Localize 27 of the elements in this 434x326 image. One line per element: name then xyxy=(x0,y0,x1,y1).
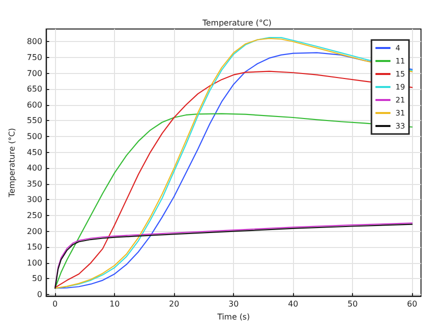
x-tick-label: 50 xyxy=(347,300,358,309)
y-tick-label: 650 xyxy=(26,84,42,94)
x-tick-label: 30 xyxy=(228,300,239,309)
y-tick-label: 700 xyxy=(26,68,42,78)
y-tick-label: 200 xyxy=(26,226,42,236)
x-tick-label: 20 xyxy=(168,300,180,309)
y-tick-label: 800 xyxy=(26,37,42,46)
y-tick-label: 0 xyxy=(37,290,42,300)
y-tick-label: 550 xyxy=(26,116,42,126)
y-tick-label: 600 xyxy=(26,100,42,110)
x-tick-label: 60 xyxy=(406,300,418,309)
x-tick-label: 10 xyxy=(109,300,120,309)
y-tick-label: 250 xyxy=(26,210,42,220)
x-axis-title: Time (s) xyxy=(216,312,250,322)
y-tick-label: 400 xyxy=(26,164,42,173)
y-tick-label: 500 xyxy=(26,132,42,141)
chart-title: Temperature (°C) xyxy=(201,18,272,28)
y-tick-label: 50 xyxy=(32,274,42,284)
y-tick-label: 750 xyxy=(26,52,42,62)
x-tick-label: 40 xyxy=(288,300,298,309)
y-tick-label: 300 xyxy=(26,195,42,204)
y-tick-label: 100 xyxy=(26,258,42,268)
y-axis-title: Temperature (°C) xyxy=(8,128,16,198)
y-tick-label: 350 xyxy=(26,179,42,188)
y-tick-label: 150 xyxy=(26,242,42,252)
y-tick-label: 450 xyxy=(26,148,42,157)
x-tick-label: 0 xyxy=(52,300,58,309)
